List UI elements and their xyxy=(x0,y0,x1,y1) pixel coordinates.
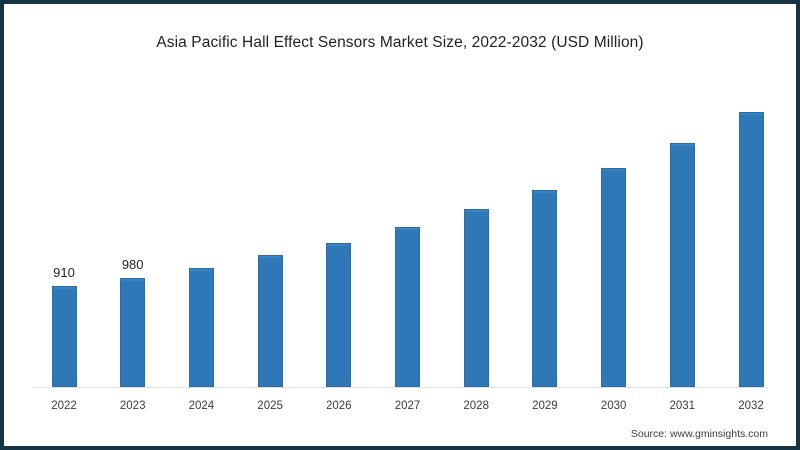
plot-area: Asia Pacific Hall Effect Sensors Market … xyxy=(4,4,796,446)
bar-2025 xyxy=(257,255,283,387)
source-note: Source: www.gminsights.com xyxy=(630,428,768,440)
figure-border-right xyxy=(796,0,800,450)
x-axis-baseline xyxy=(34,387,768,388)
figure-border-top xyxy=(0,0,800,4)
bar-top-highlight xyxy=(464,209,488,212)
x-tick-2026: 2026 xyxy=(326,400,352,412)
x-tick-2027: 2027 xyxy=(394,400,421,412)
x-tick-2030: 2030 xyxy=(600,400,627,412)
bar-2028 xyxy=(463,208,489,387)
x-tick-2022: 2022 xyxy=(51,400,77,412)
bar-top-highlight xyxy=(189,268,213,271)
bar-top-highlight xyxy=(327,244,351,247)
bar-2027 xyxy=(395,227,420,387)
figure-border-bottom xyxy=(0,446,800,450)
bar-top-highlight xyxy=(52,286,76,289)
x-tick-2025: 2025 xyxy=(257,400,283,412)
figure-border-left xyxy=(0,0,4,450)
x-tick-2029: 2029 xyxy=(532,400,558,412)
bar-2023 xyxy=(120,278,146,387)
bar-top-highlight xyxy=(602,169,626,172)
bar-value-label-2022: 910 xyxy=(53,264,75,280)
bar-series: 910 980 xyxy=(4,4,796,446)
bar-2031 xyxy=(669,142,695,387)
bar-2022 xyxy=(51,285,77,387)
bar-2024 xyxy=(188,267,214,387)
bar-top-highlight xyxy=(396,228,419,230)
x-tick-2032: 2032 xyxy=(738,400,764,412)
bar-top-highlight xyxy=(533,190,557,193)
x-tick-2024: 2024 xyxy=(188,400,215,412)
x-tick-2028: 2028 xyxy=(463,400,489,412)
bar-top-highlight xyxy=(121,279,145,282)
bar-top-highlight xyxy=(739,113,763,115)
x-tick-2023: 2023 xyxy=(119,400,146,412)
bar-2029 xyxy=(532,189,558,387)
bar-top-highlight xyxy=(258,256,282,259)
chart-title: Asia Pacific Hall Effect Sensors Market … xyxy=(156,34,644,51)
bar-2032 xyxy=(738,112,764,387)
bar-2026 xyxy=(326,243,352,387)
x-tick-2031: 2031 xyxy=(669,400,696,412)
bar-value-label-2023: 980 xyxy=(121,257,144,273)
bar-top-highlight xyxy=(670,143,694,146)
bar-2030 xyxy=(601,168,627,387)
